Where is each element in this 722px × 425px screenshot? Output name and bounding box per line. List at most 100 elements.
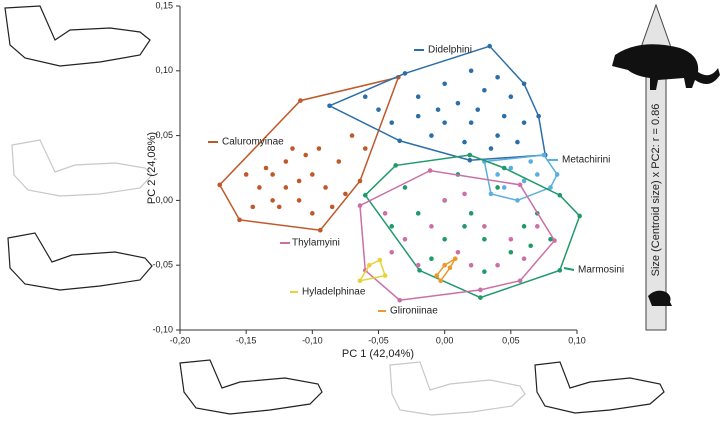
point: [442, 81, 447, 87]
point: [508, 249, 514, 255]
point: [357, 178, 363, 184]
x-tick-label: 0,05: [502, 335, 520, 345]
convex-hull: [218, 76, 400, 232]
convex-hull: [359, 169, 556, 301]
point: [536, 113, 541, 119]
point: [389, 249, 395, 255]
point: [462, 224, 467, 229]
point: [515, 198, 520, 203]
point: [296, 178, 302, 184]
point: [415, 94, 421, 100]
group-label: Didelphini: [428, 45, 472, 56]
point: [521, 178, 527, 184]
point: [495, 262, 500, 268]
x-axis-title: PC 1 (42,04%): [342, 348, 414, 360]
series-group: [362, 152, 582, 300]
point: [515, 139, 520, 145]
x-tick-label: -0,10: [302, 335, 323, 345]
point: [521, 256, 527, 262]
convex-hull: [327, 45, 547, 161]
point: [376, 107, 381, 112]
point: [442, 120, 447, 125]
point: [478, 295, 483, 300]
point: [316, 146, 322, 151]
point: [442, 262, 447, 268]
point: [257, 185, 262, 190]
label-leader: [563, 267, 575, 271]
point: [310, 172, 315, 177]
series-group: [357, 168, 557, 303]
point: [362, 94, 368, 100]
point: [501, 113, 507, 119]
point: [557, 268, 563, 273]
x-tick-label: 0,10: [568, 335, 586, 345]
point: [475, 107, 481, 112]
point: [329, 204, 335, 210]
point: [548, 185, 553, 190]
point: [447, 265, 453, 271]
point: [357, 203, 363, 208]
series-group: [482, 152, 560, 203]
point: [442, 236, 447, 242]
point: [366, 262, 372, 268]
group-label: Marmosini: [578, 265, 624, 276]
point: [501, 165, 507, 171]
series-group: [327, 43, 548, 163]
point: [501, 185, 507, 190]
point: [462, 191, 467, 197]
point: [402, 185, 408, 190]
point: [478, 287, 483, 293]
y-tick-label: 0,10: [155, 65, 173, 75]
point: [250, 204, 256, 210]
point: [535, 224, 540, 229]
point: [577, 213, 582, 219]
y-tick-label: 0,15: [155, 0, 173, 10]
point: [283, 159, 289, 164]
size-arrow: [612, 3, 720, 331]
point: [521, 81, 527, 87]
point: [382, 211, 388, 216]
point: [468, 120, 474, 125]
point: [389, 120, 395, 125]
point: [402, 71, 408, 76]
y-tick-label: -0,05: [152, 260, 173, 270]
point: [482, 87, 487, 93]
point: [415, 113, 421, 119]
point: [397, 138, 402, 144]
point: [270, 198, 275, 203]
point: [521, 120, 527, 125]
point: [415, 211, 421, 216]
point: [438, 278, 443, 284]
point: [495, 74, 500, 80]
point: [298, 98, 303, 103]
point: [495, 172, 500, 177]
point: [435, 107, 441, 112]
point: [243, 172, 249, 177]
point: [508, 94, 514, 100]
point: [377, 257, 383, 263]
x-tick-label: 0,00: [436, 335, 454, 345]
point: [362, 192, 368, 198]
point: [468, 211, 474, 216]
point: [487, 43, 492, 49]
point: [429, 133, 434, 138]
point: [482, 269, 487, 274]
point: [303, 152, 309, 158]
point: [327, 103, 332, 109]
point: [467, 152, 473, 158]
point: [442, 198, 447, 203]
point: [468, 262, 474, 268]
group-label: Glironiinae: [390, 306, 438, 317]
y-tick-label: 0,05: [155, 130, 173, 140]
point: [495, 185, 500, 190]
x-tick-label: -0,15: [236, 335, 257, 345]
point: [508, 236, 514, 242]
point: [541, 152, 547, 158]
size-annotation: Size (Centroid size) x PC2: r = 0.86: [650, 104, 662, 277]
point: [402, 236, 408, 242]
series-group: [434, 256, 458, 284]
point: [417, 268, 422, 273]
point: [482, 236, 487, 242]
point: [283, 185, 289, 190]
